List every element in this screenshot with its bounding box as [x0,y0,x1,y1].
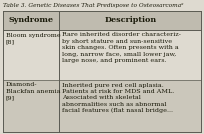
Text: Syndrome: Syndrome [9,16,54,25]
Text: Table 3. Genetic Diseases That Predispose to Osteosarcomaᵃ: Table 3. Genetic Diseases That Predispos… [3,3,184,8]
Text: Bloom syndrome
[8]: Bloom syndrome [8] [6,33,60,44]
Text: Description: Description [104,16,156,25]
Bar [3,30,201,80]
Bar [3,11,201,30]
Text: Diamond-
Blackfan anemia
[9]: Diamond- Blackfan anemia [9] [6,83,60,100]
Bar [3,80,201,132]
Text: Inherited pure red cell aplasia.
Patients at risk for MDS and AML.
Associated wi: Inherited pure red cell aplasia. Patient… [62,83,174,113]
Text: Rare inherited disorder characteriz-
by short stature and sun-sensitive
skin cha: Rare inherited disorder characteriz- by … [62,33,181,63]
